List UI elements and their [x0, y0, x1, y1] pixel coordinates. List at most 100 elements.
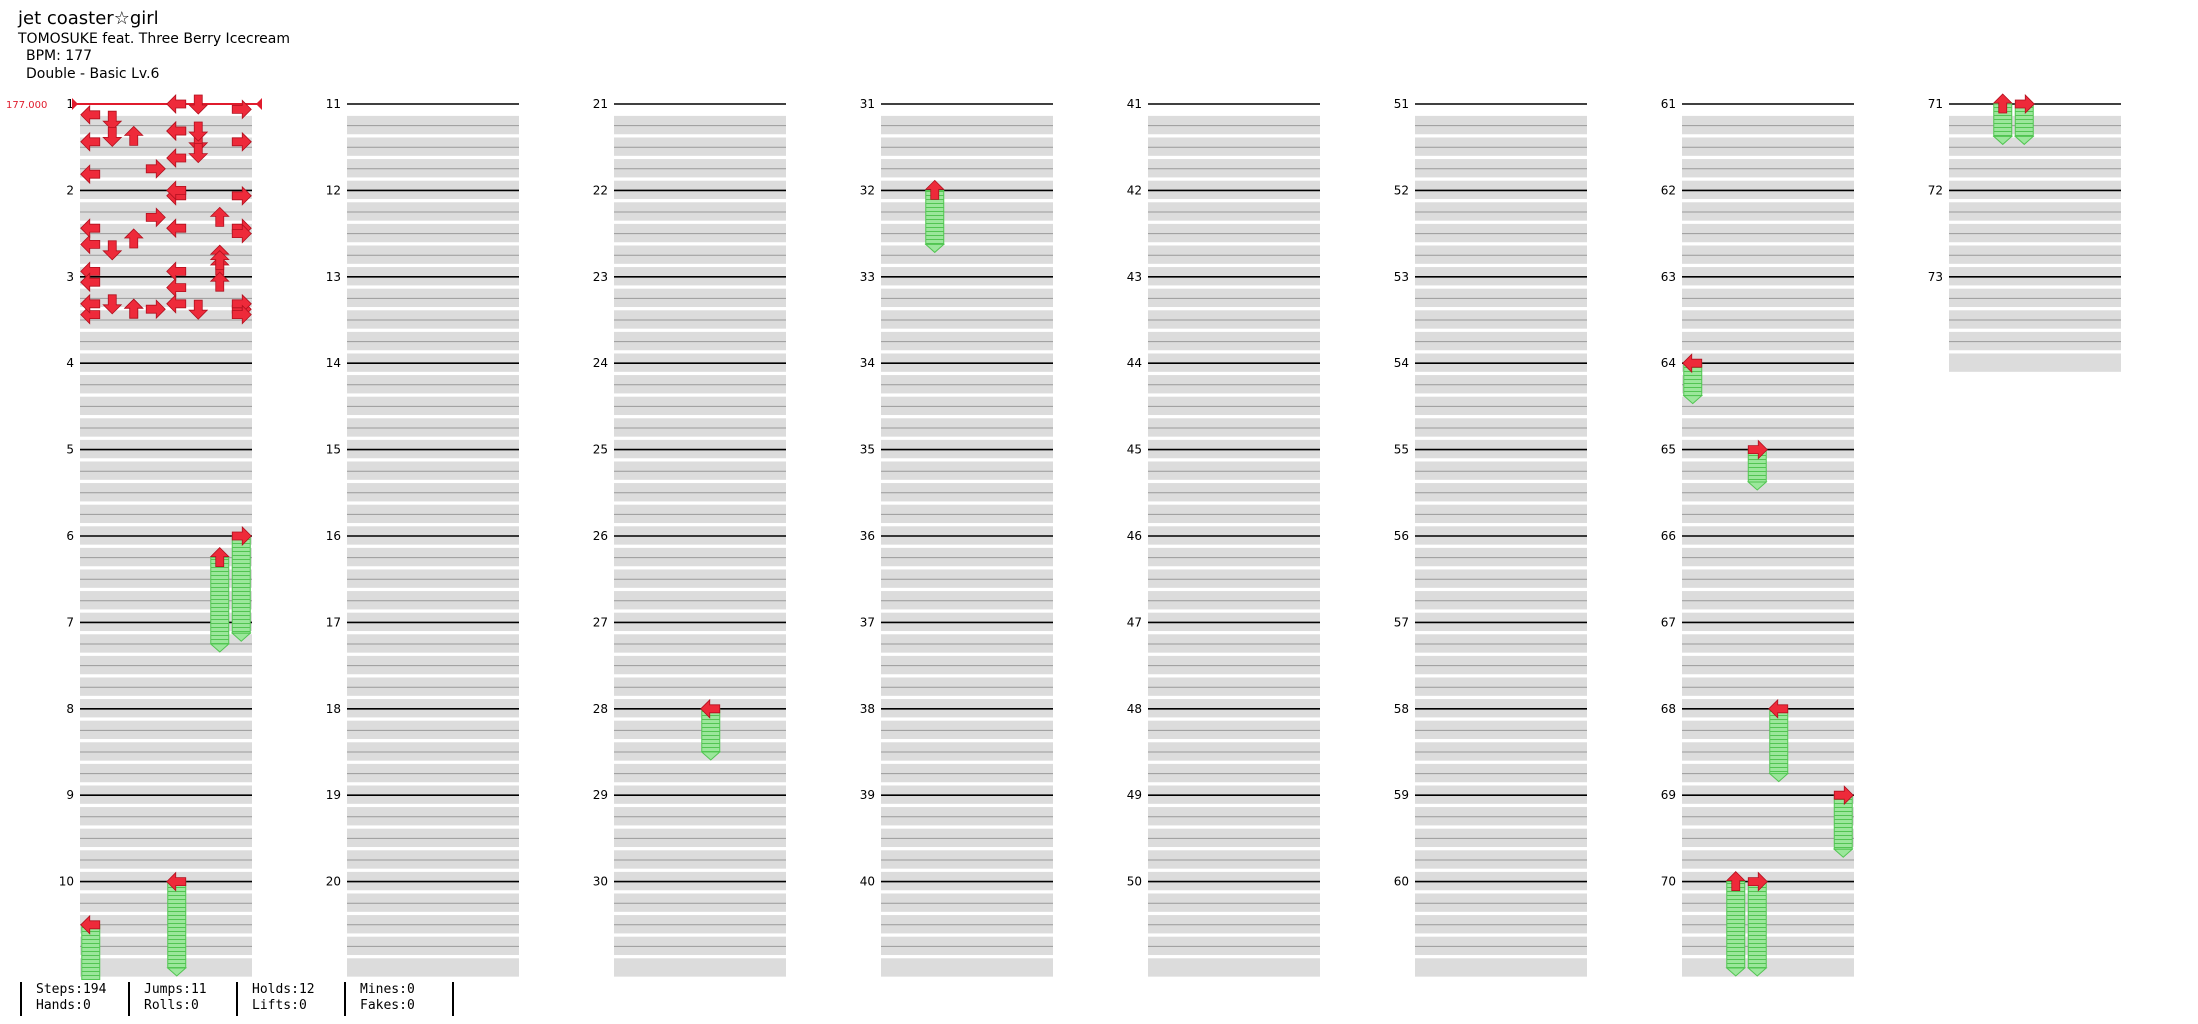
beat-band — [347, 936, 519, 956]
arrow-shape — [1725, 871, 1746, 891]
beat-band — [1682, 396, 1854, 416]
measure-number: 13 — [326, 270, 341, 284]
beat-band — [80, 331, 252, 351]
beat-band — [347, 375, 519, 394]
arrow-note — [123, 298, 144, 319]
beat-band — [1148, 115, 1320, 135]
arrow-shape — [231, 304, 252, 325]
measure-number: 61 — [1661, 97, 1676, 111]
measure-number: 3 — [66, 270, 74, 284]
measure-number: 11 — [326, 97, 341, 111]
beat-band — [1148, 547, 1320, 567]
beat-band — [80, 202, 252, 221]
beat-band — [881, 310, 1053, 329]
beat-band — [881, 828, 1053, 848]
beat-band — [347, 763, 519, 783]
beat-band — [1148, 504, 1320, 524]
arrow-shape — [166, 94, 187, 114]
hold-head-arrow — [209, 547, 230, 567]
beat-band — [347, 331, 519, 351]
beat-band — [1415, 677, 1587, 696]
beat-band — [1949, 223, 2121, 243]
beat-band — [1148, 569, 1320, 588]
beat-band — [881, 115, 1053, 135]
beat-band — [1148, 418, 1320, 437]
beat-band — [1682, 569, 1854, 588]
beat-band — [881, 742, 1053, 761]
hold-body — [210, 557, 230, 645]
measure-number: 67 — [1661, 615, 1676, 629]
hold-tail — [1746, 967, 1768, 977]
measure-number: 34 — [860, 356, 875, 370]
hold-head-arrow — [1682, 353, 1703, 374]
arrow-shape — [209, 206, 230, 227]
beat-band — [614, 569, 786, 588]
hold-head-arrow — [924, 179, 945, 200]
measure-number: 15 — [326, 443, 341, 457]
beat-band — [1682, 720, 1854, 740]
measure-number: 56 — [1394, 529, 1409, 543]
beat-band — [1682, 331, 1854, 351]
stat-hands: Hands:0 — [36, 998, 91, 1013]
beat-band — [614, 310, 786, 329]
beat-band — [1148, 375, 1320, 394]
beat-band — [1682, 807, 1854, 826]
beat-band — [80, 763, 252, 783]
hold-body — [1833, 794, 1853, 850]
beat-band — [1148, 461, 1320, 480]
beat-band — [614, 483, 786, 502]
measure-number: 21 — [593, 97, 608, 111]
beat-band — [80, 893, 252, 912]
measure-number: 20 — [326, 875, 341, 889]
beat-band — [614, 223, 786, 243]
beat-band — [1148, 288, 1320, 308]
beat-band — [1949, 310, 2121, 329]
beat-band — [80, 115, 252, 135]
beat-band — [1682, 461, 1854, 480]
beat-band — [1415, 418, 1587, 437]
arrow-shape — [166, 218, 187, 239]
beat-band — [614, 418, 786, 437]
beat-band — [1682, 288, 1854, 308]
arrow-shape — [1833, 785, 1854, 806]
beat-band — [347, 115, 519, 135]
beat-band — [614, 763, 786, 783]
beat-band — [1148, 850, 1320, 869]
measure-number: 63 — [1661, 270, 1676, 284]
measure-number: 73 — [1928, 270, 1943, 284]
beat-band — [881, 483, 1053, 502]
beat-band — [614, 115, 786, 135]
beat-band — [1148, 742, 1320, 761]
measure-number: 2 — [66, 183, 74, 197]
arrow-note — [80, 131, 101, 152]
beat-band — [614, 720, 786, 740]
beat-band — [1148, 310, 1320, 329]
hold-head-arrow — [1747, 871, 1768, 892]
difficulty-label: Double - Basic Lv.6 — [26, 65, 160, 82]
beat-band — [881, 331, 1053, 351]
beat-band — [1148, 893, 1320, 912]
hold-body — [1726, 881, 1746, 969]
measure-number: 71 — [1928, 97, 1943, 111]
beat-band — [881, 958, 1053, 977]
beat-band — [1682, 418, 1854, 437]
beat-band — [881, 915, 1053, 934]
beat-band — [614, 807, 786, 826]
beat-band — [347, 159, 519, 178]
measure-number: 58 — [1394, 702, 1409, 716]
hold-head-arrow — [1768, 698, 1789, 719]
measure-number: 35 — [860, 443, 875, 457]
measure-number: 64 — [1661, 356, 1676, 370]
stat-holds: Holds:12 — [252, 982, 315, 997]
beat-band — [347, 742, 519, 761]
measure-number: 65 — [1661, 443, 1676, 457]
hold-body — [81, 924, 101, 980]
beat-band — [1949, 159, 2121, 178]
beat-band — [881, 720, 1053, 740]
measure-number: 4 — [66, 356, 74, 370]
bpm-change-right-tip — [256, 98, 262, 110]
beat-band — [614, 850, 786, 869]
measure-number: 12 — [326, 183, 341, 197]
beat-band — [1415, 655, 1587, 675]
measure-number: 18 — [326, 702, 341, 716]
